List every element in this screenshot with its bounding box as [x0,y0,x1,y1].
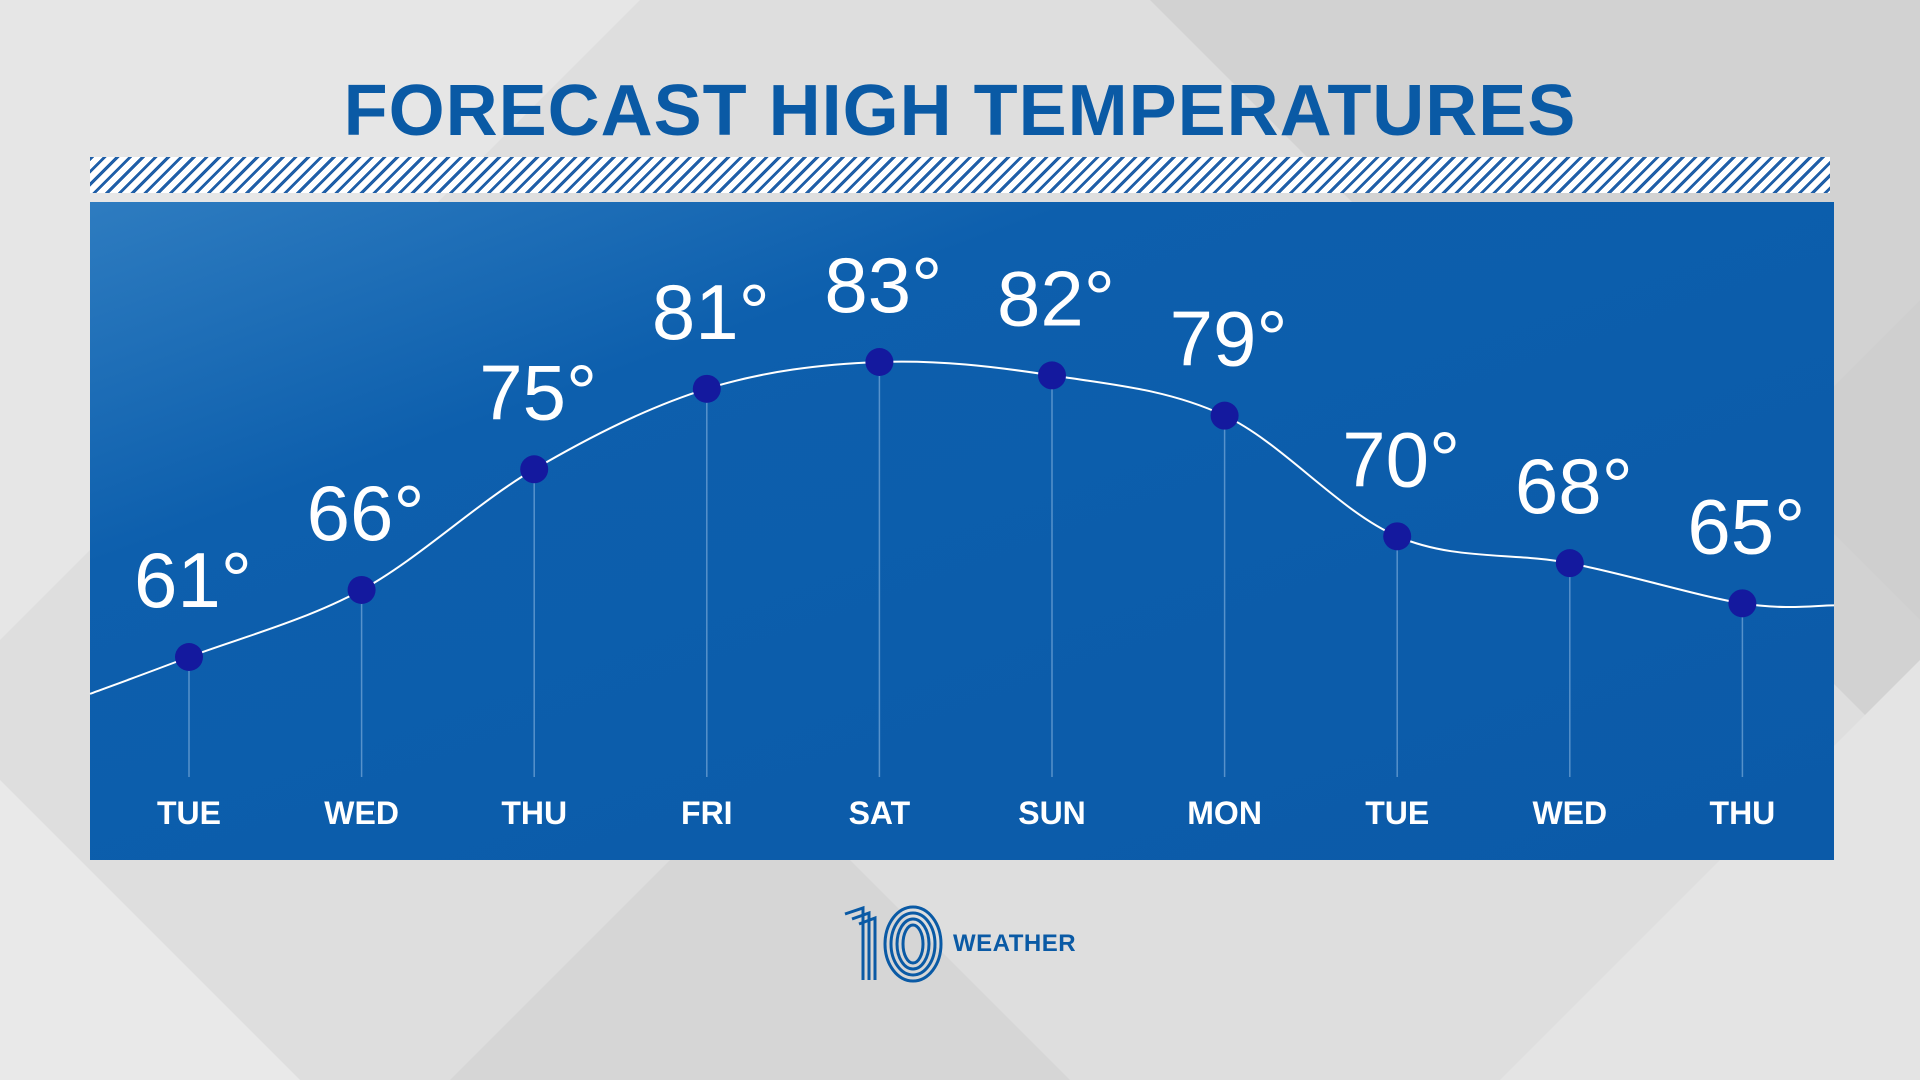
chart-title: FORECAST HIGH TEMPERATURES [343,71,1577,151]
temperature-label: 79° [1170,295,1288,383]
day-label: TUE [157,795,221,831]
day-label: MON [1187,795,1262,831]
day-label: THU [1710,795,1776,831]
temperature-point [692,374,721,403]
chart-panel [90,202,1834,860]
day-label: WED [324,795,399,831]
temperature-label: 75° [479,348,597,436]
day-label: WED [1532,795,1607,831]
day-label: SAT [849,795,911,831]
temperature-point [1210,401,1239,430]
day-label: SUN [1018,795,1086,831]
day-label: FRI [681,795,733,831]
temperature-point [175,643,203,671]
title-hatch-divider [90,157,1830,193]
temperature-point [1728,589,1757,618]
temperature-point [1383,522,1412,551]
temperature-label: 81° [652,268,770,356]
temperature-label: 61° [134,536,252,624]
temperature-point [1038,361,1066,390]
logo-wordmark: WEATHER [953,930,1077,957]
temperature-label: 66° [307,469,425,557]
day-label: THU [501,795,567,831]
temperature-label: 65° [1687,482,1805,570]
weather-logo-icon [844,905,943,983]
temperature-point [1555,549,1584,578]
temperature-point [520,455,549,484]
temperature-label: 82° [997,254,1115,342]
day-label: TUE [1365,795,1429,831]
temperature-label: 70° [1342,415,1460,503]
temperature-point [347,575,376,604]
forecast-chart: 61° TUE 66° WED 75° THU 81° FRI 83° SAT 82° SUN 79° M… [89,241,1835,831]
temperature-point [865,348,894,376]
temperature-label: 83° [824,241,942,329]
temperature-label: 68° [1515,442,1633,530]
